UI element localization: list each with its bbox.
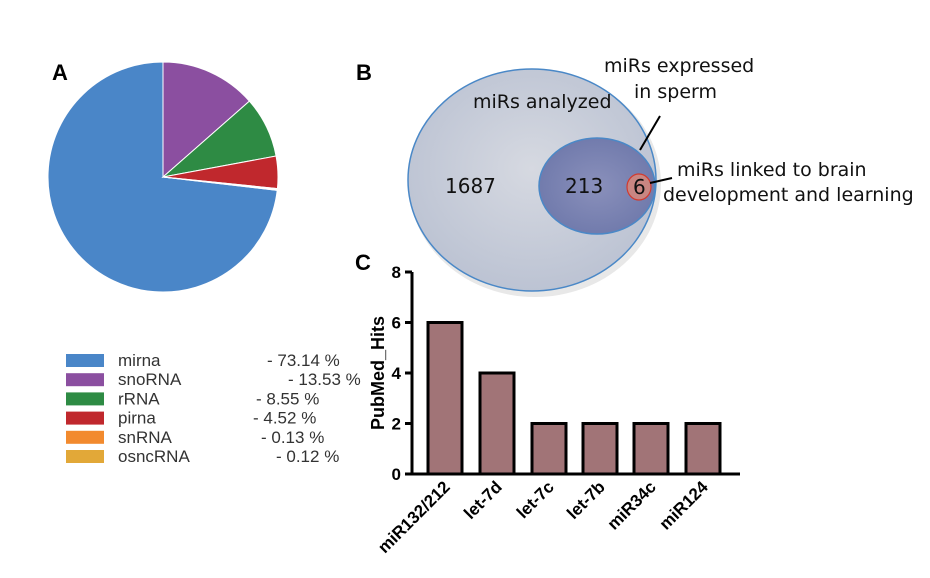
legend-name-osncrna: osncRNA [118, 447, 190, 466]
legend-swatch-mirna [66, 354, 104, 367]
panel-label-a: A [52, 60, 68, 85]
bar-let-7b [581, 422, 619, 476]
legend-value-snrna: - 0.13 % [261, 428, 324, 447]
legend-name-snrna: snRNA [118, 428, 173, 447]
venn-label-sperm-line1: miRs expressed [604, 55, 754, 77]
venn-count-brain: 6 [633, 175, 646, 199]
x-tick-label: miR34c [604, 477, 660, 533]
brain-callout-line [649, 177, 673, 184]
bar-mir132-212 [426, 321, 464, 476]
legend-swatch-osncrna [66, 450, 104, 463]
legend-name-snorna: snoRNA [118, 370, 182, 389]
legend-swatch-pirna [66, 411, 104, 425]
y-tick-label: 4 [392, 364, 402, 383]
legend-value-rrna: - 8.55 % [256, 389, 319, 408]
legend-swatch-rrna [66, 392, 104, 406]
venn-label-brain-line2: development and learning [663, 184, 914, 206]
x-tick-label: let-7c [513, 477, 558, 522]
y-axis-label: PubMed_Hits [368, 316, 388, 430]
venn-circle-sperm [538, 137, 656, 235]
venn-circle-brain [626, 173, 652, 201]
legend-value-mirna: - 73.14 % [267, 351, 340, 370]
legend-swatch-snorna [66, 373, 104, 387]
y-tick-label: 0 [392, 465, 401, 484]
panel-label-b: B [356, 60, 372, 85]
legend-value-pirna: - 4.52 % [253, 409, 316, 428]
legend-swatch-snrna [66, 430, 104, 444]
venn-label-sperm-line2: in sperm [634, 81, 717, 103]
bar-let-7c [530, 422, 568, 476]
venn-label-brain-line1: miRs linked to brain [677, 159, 867, 181]
venn-count-sperm: 213 [565, 174, 603, 198]
legend-value-snorna: - 13.53 % [288, 370, 361, 389]
venn-circle-analyzed [407, 68, 657, 292]
bar-let-7d [478, 371, 516, 476]
panel-label-c: C [355, 250, 371, 275]
pie-chart [47, 61, 279, 293]
y-tick-label: 8 [392, 263, 401, 282]
bar-mir34c [632, 422, 670, 476]
pie-legend: mirna - 73.14 % snoRNA - 13.53 % rRNA - 8.55 … [66, 351, 361, 466]
y-tick-label: 6 [392, 314, 401, 333]
x-tick-label: miR124 [656, 477, 713, 534]
venn-label-analyzed: miRs analyzed [473, 91, 612, 113]
y-tick-label: 2 [392, 415, 401, 434]
x-tick-label: let-7d [460, 477, 505, 522]
venn-count-analyzed: 1687 [445, 174, 496, 198]
bar-chart: PubMed_Hits 0 2 4 6 8 miR132/212 let-7d let-7c l… [368, 263, 740, 557]
bar-mir124 [684, 422, 722, 476]
venn-diagram: miRs analyzed miRs expressed in sperm mi… [407, 55, 914, 297]
legend-name-pirna: pirna [118, 409, 156, 428]
pie-slice-snorna [162, 61, 251, 179]
legend-name-mirna: mirna [118, 351, 161, 370]
legend-value-osncrna: - 0.12 % [276, 447, 339, 466]
sperm-callout-line [639, 115, 661, 151]
x-tick-label: miR132/212 [374, 477, 454, 557]
pie-slice-osncrna [162, 176, 278, 191]
x-tick-label: let-7b [563, 477, 608, 522]
legend-name-rrna: rRNA [118, 389, 160, 408]
